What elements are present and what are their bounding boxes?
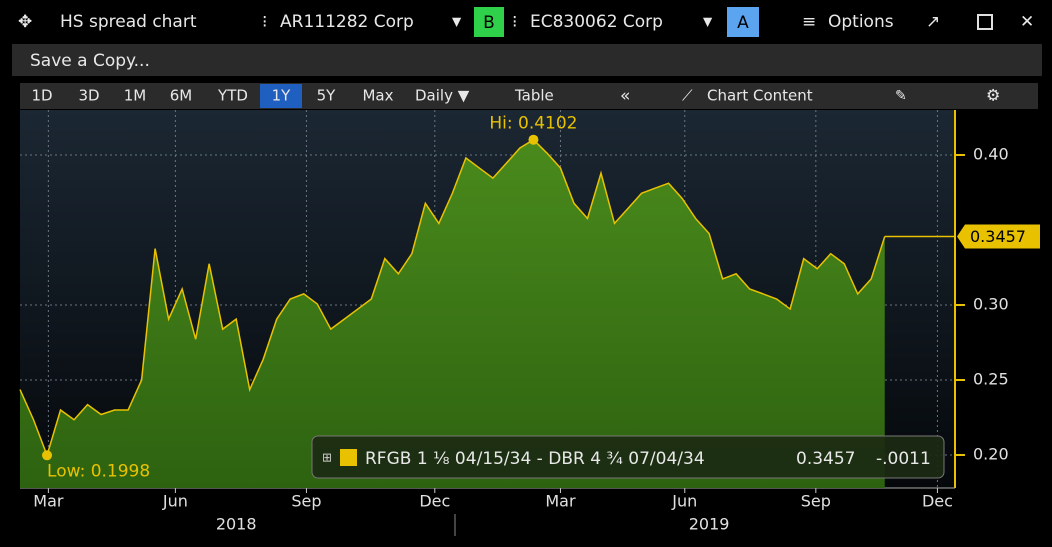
year-label: 2018 [216, 515, 257, 534]
badge-a[interactable] [727, 7, 759, 37]
chart-icon: ⟋ [682, 87, 693, 105]
range-button[interactable]: 1M [124, 87, 147, 105]
x-tick-label: Jun [671, 492, 697, 511]
security-1[interactable]: AR111282 Corp [280, 12, 414, 32]
collapse[interactable]: « [620, 86, 630, 106]
legend-swatch [340, 449, 357, 466]
settings-icon[interactable]: ⚙ [986, 86, 1000, 105]
legend [311, 435, 945, 479]
legend-value: 0.3457 [796, 449, 855, 469]
range-button[interactable]: Max [362, 87, 393, 105]
dropdown[interactable]: ▼ [452, 15, 462, 29]
move-icon[interactable]: ✥ [18, 12, 32, 32]
table-button[interactable]: Table [514, 87, 554, 105]
action-bar [12, 44, 1042, 76]
y-tick-label: 0.25 [973, 370, 1009, 389]
y-tick-label: 0.20 [973, 445, 1009, 464]
x-tick-label: Sep [291, 492, 321, 511]
badge-b-text: B [483, 13, 495, 33]
security-2[interactable]: EC830062 Corp [530, 12, 663, 32]
low-label: Low: 0.1998 [47, 461, 150, 481]
save-copy[interactable]: Save a Copy... [30, 51, 150, 71]
dropdown[interactable]: ▼ [703, 15, 713, 29]
toolbar-buttons: 1D 3D 1M 6M YTD 1Y 5Y Max [31, 84, 394, 108]
toolbar [20, 83, 1038, 109]
range-button[interactable]: 6M [170, 87, 193, 105]
x-tick-label: Dec [419, 492, 450, 511]
grip: ⁝ [512, 12, 517, 32]
line [19, 138, 886, 458]
x-tick-label: Dec [922, 492, 953, 511]
legend-change: -.0011 [876, 449, 931, 469]
badge-b[interactable] [474, 7, 504, 37]
high-label: Hi: 0.4102 [489, 114, 577, 134]
window-title: HS spread chart [60, 12, 197, 32]
legend-name: RFGB 1 ⅛ 04/15/34 - DBR 4 ¾ 07/04/34 [365, 449, 705, 469]
popout[interactable]: ↗ [926, 12, 940, 32]
area [20, 139, 885, 488]
menu-icon[interactable]: ≡ [802, 12, 816, 32]
high-marker [528, 134, 539, 145]
y-tick-label: 0.40 [973, 145, 1009, 164]
badge-a-text: A [737, 13, 749, 33]
frequency[interactable]: Daily ▼ [415, 87, 470, 105]
x-tick-label: Sep [801, 492, 831, 511]
range-button[interactable]: 1Y [272, 87, 292, 105]
year-label: 2019 [689, 515, 730, 534]
x-tick-label: Mar [33, 492, 64, 511]
close[interactable]: ✕ [1020, 12, 1034, 32]
legend-expand[interactable]: ⊞ [322, 451, 332, 465]
x-tick-label: Mar [545, 492, 576, 511]
low-marker [42, 450, 53, 461]
chart-content[interactable]: Chart Content [707, 87, 813, 105]
last-value-label: 0.3457 [970, 227, 1026, 246]
last-value-box [957, 224, 1040, 249]
range-button[interactable]: 1D [31, 87, 52, 105]
options[interactable]: Options [828, 12, 894, 32]
range-button[interactable]: 5Y [317, 87, 337, 105]
maximize[interactable] [977, 14, 993, 30]
edit-icon[interactable]: ✎ [895, 88, 907, 104]
y-tick-label: 0.30 [973, 295, 1009, 314]
range-button[interactable]: 3D [78, 87, 99, 105]
range-button[interactable]: YTD [217, 87, 248, 105]
x-tick-label: Jun [162, 492, 188, 511]
grip: ⁝ [262, 12, 267, 32]
range-selected [260, 84, 302, 108]
chart: 0.20 0.25 0.30 0.40 Mar Jun Sep Dec Mar Jun Sep Dec… [19, 110, 1040, 534]
